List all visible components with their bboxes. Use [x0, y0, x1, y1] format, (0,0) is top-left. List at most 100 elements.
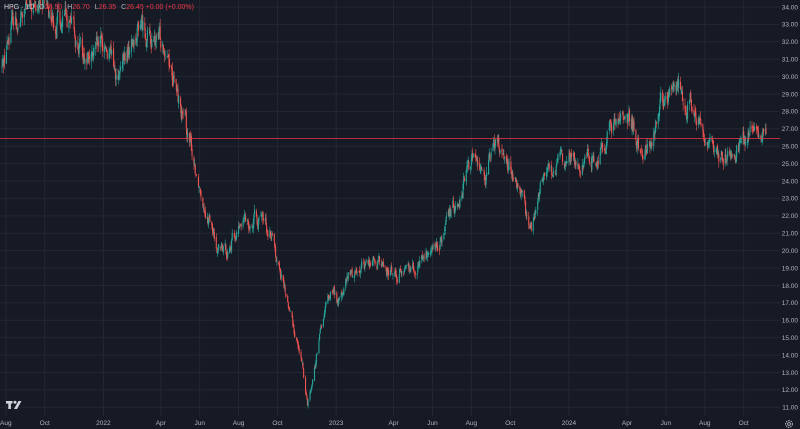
candle: [8, 33, 10, 50]
candle: [178, 94, 180, 109]
candle-body: [176, 88, 178, 92]
candle: [457, 203, 459, 208]
candle: [320, 324, 323, 329]
candle: [124, 51, 126, 65]
candle-body: [275, 257, 277, 263]
candle: [488, 148, 490, 163]
candle-body: [221, 244, 223, 246]
candle: [114, 60, 116, 73]
candle: [338, 296, 340, 301]
candle: [238, 221, 240, 237]
candle-body: [461, 193, 463, 197]
candle: [177, 83, 179, 103]
candle-body: [320, 325, 323, 328]
candle: [727, 147, 729, 160]
candle: [61, 18, 63, 33]
tradingview-logo-icon[interactable]: [6, 398, 22, 412]
candle-body: [568, 154, 570, 162]
candle: [507, 155, 509, 174]
candle: [530, 221, 532, 230]
candle: [20, 6, 22, 23]
time-axis[interactable]: Aug Oct 2022 Apr Jun Aug Oct 2023 Apr Jun Aug Oct 20…: [0, 416, 800, 429]
candle-body: [51, 12, 53, 21]
candle: [736, 144, 738, 162]
candle-body: [168, 54, 170, 66]
candle-body: [19, 26, 21, 27]
candle: [74, 27, 76, 39]
y-tick-label: 34.00: [782, 4, 799, 11]
candle: [311, 384, 313, 390]
y-tick-label: 13.00: [782, 370, 799, 377]
candle-body: [162, 43, 164, 47]
candle-body: [126, 50, 128, 63]
candle: [412, 259, 414, 270]
candle-body: [632, 118, 634, 127]
candle: [65, 7, 67, 21]
candle-body: [61, 24, 63, 27]
candle: [93, 44, 95, 60]
candle: [262, 210, 264, 225]
candle: [538, 192, 540, 200]
candle-body: [731, 153, 733, 159]
candle-body: [608, 128, 610, 130]
candle-body: [87, 51, 89, 62]
candle-body: [182, 112, 184, 113]
candle-body: [364, 266, 366, 268]
candle: [195, 175, 197, 178]
candle: [417, 261, 419, 270]
candle-body: [449, 209, 451, 217]
candle: [468, 159, 470, 171]
y-tick-label: 27.00: [782, 126, 799, 133]
candle: [249, 224, 251, 234]
candle-body: [278, 263, 280, 268]
candle: [289, 306, 291, 312]
candle: [11, 10, 13, 22]
y-tick-label: 11.00: [782, 405, 798, 412]
candle-body: [565, 161, 567, 164]
candle: [121, 54, 124, 72]
price-axis[interactable]: 34.0033.0032.0031.0030.0029.0028.0027.00…: [780, 0, 800, 429]
candle-body: [555, 166, 557, 176]
candle-body: [659, 98, 661, 105]
candle-body: [631, 118, 633, 131]
candle: [546, 167, 548, 177]
symbol-interval[interactable]: HPG · 1D: [4, 4, 35, 11]
candle: [313, 364, 316, 382]
candle-body: [501, 148, 503, 153]
candle: [199, 188, 201, 196]
candle: [704, 137, 706, 147]
candle: [637, 134, 639, 146]
candle: [699, 111, 701, 125]
candle: [144, 27, 147, 40]
candle-body: [410, 267, 412, 271]
candle: [164, 50, 166, 61]
candle: [421, 254, 423, 264]
candle: [440, 234, 442, 246]
candle: [578, 163, 580, 170]
candle-body: [690, 92, 692, 101]
candle-body: [663, 102, 665, 107]
candle-body: [172, 75, 175, 83]
candle-body: [450, 209, 452, 219]
gear-icon[interactable]: [784, 419, 794, 429]
candle-body: [319, 328, 321, 334]
candle-body: [466, 164, 469, 168]
candle-body: [399, 269, 401, 273]
candle-body: [748, 132, 750, 136]
candle-body: [190, 136, 192, 138]
candle-body: [287, 295, 289, 302]
candle: [437, 241, 439, 252]
candle: [191, 144, 193, 161]
candle: [673, 81, 675, 93]
candle-body: [600, 143, 603, 148]
candle: [391, 262, 393, 275]
candle: [463, 172, 465, 190]
candle-body: [739, 141, 741, 143]
candle-body: [738, 143, 740, 151]
candle-body: [435, 241, 437, 245]
candle-body: [472, 154, 474, 158]
candle-body: [105, 47, 107, 49]
candle-body: [462, 184, 464, 198]
candle-body: [572, 153, 574, 157]
